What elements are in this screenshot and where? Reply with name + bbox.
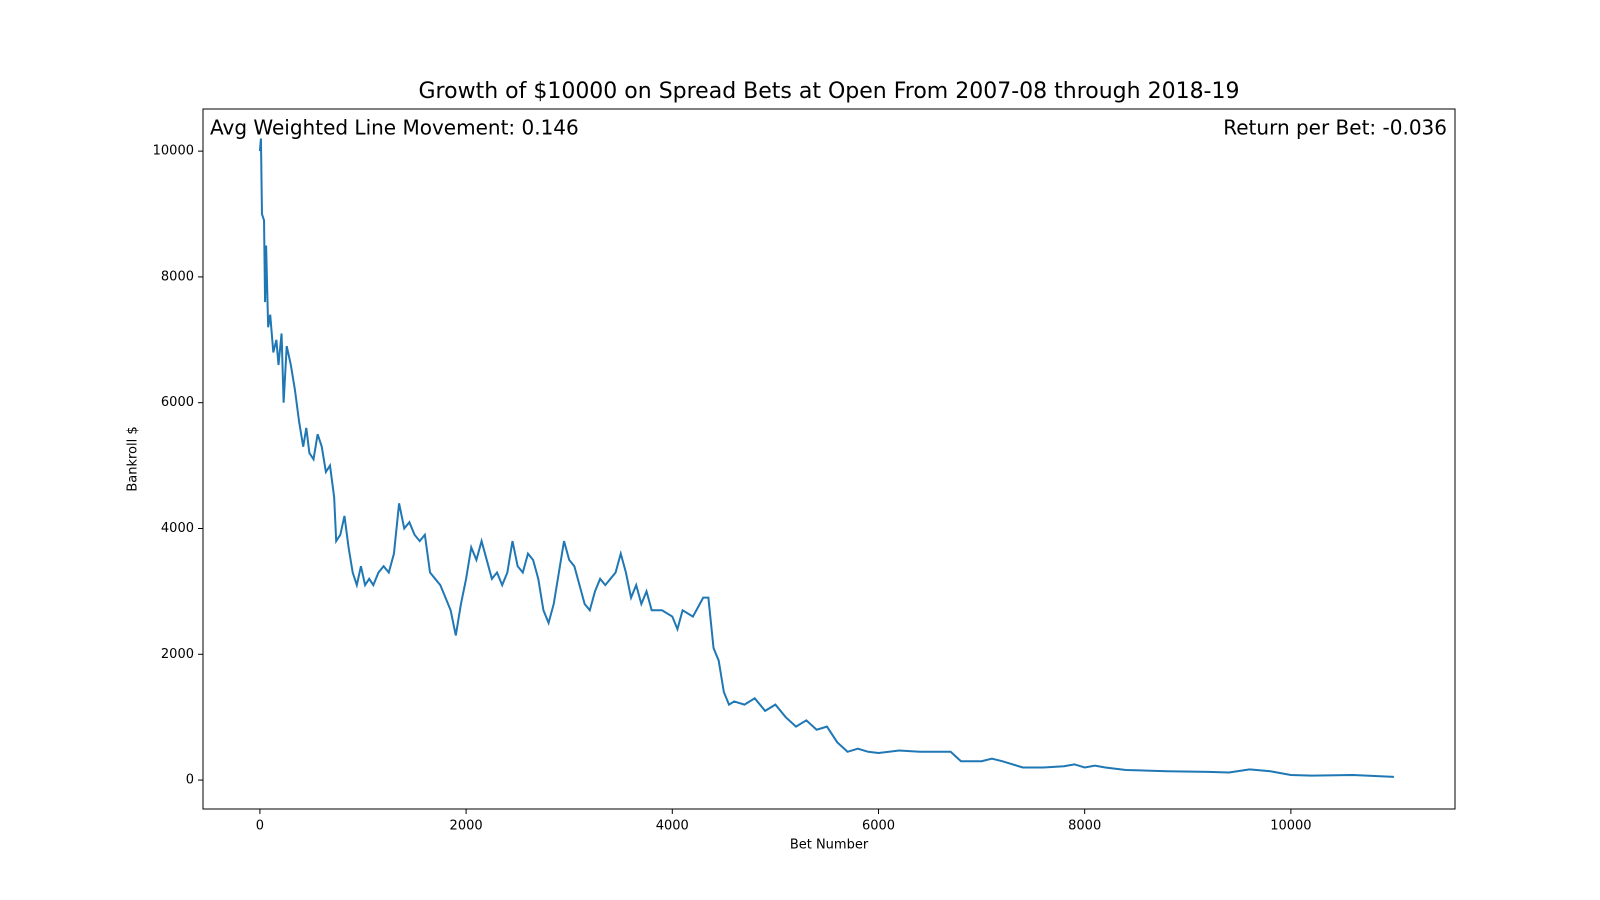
y-tick-label: 10000 bbox=[153, 144, 194, 159]
x-tick-label: 4000 bbox=[656, 819, 689, 834]
x-tick-label: 6000 bbox=[862, 819, 895, 834]
y-tick-label: 2000 bbox=[161, 647, 194, 662]
x-axis-label: Bet Number bbox=[790, 838, 869, 853]
annotation: Avg Weighted Line Movement: 0.146 bbox=[210, 116, 579, 140]
y-axis-label: Bankroll $ bbox=[126, 426, 141, 491]
annotation: Return per Bet: -0.036 bbox=[1223, 116, 1447, 140]
x-tick-label: 2000 bbox=[450, 819, 483, 834]
data-line bbox=[258, 138, 1395, 778]
x-tick-label: 10000 bbox=[1270, 819, 1311, 834]
chart-title: Growth of $10000 on Spread Bets at Open … bbox=[419, 79, 1240, 104]
y-tick-label: 6000 bbox=[161, 395, 194, 410]
plot-frame bbox=[202, 108, 1456, 810]
y-tick-label: 8000 bbox=[161, 269, 194, 284]
y-tick-label: 0 bbox=[186, 773, 194, 788]
y-tick-label: 4000 bbox=[161, 521, 194, 536]
x-tick-label: 8000 bbox=[1068, 819, 1101, 834]
x-tick-label: 0 bbox=[256, 819, 264, 834]
